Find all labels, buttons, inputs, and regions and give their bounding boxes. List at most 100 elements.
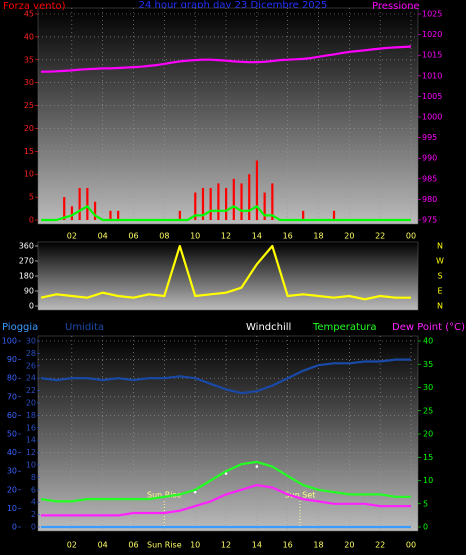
bar (178, 210, 181, 220)
y-tick-label: 40 (24, 32, 34, 41)
y-tick-label: 70 (7, 392, 17, 401)
y-tick-label: 10 (26, 461, 36, 470)
bar (70, 206, 74, 220)
y-tick-label: 975 (422, 216, 437, 225)
y-tick-label: 6 (31, 485, 36, 494)
x-tick-label: 00 (406, 541, 416, 550)
y-tick-label: 40 (7, 448, 17, 457)
bar (63, 197, 66, 220)
y-tick-label: 1005 (422, 92, 442, 101)
bar (117, 210, 120, 220)
x-tick-label: 00 (406, 232, 416, 241)
y-tick-label: 30 (26, 337, 36, 346)
y-tick-label: 20 (26, 399, 36, 408)
x-tick-label: 10 (190, 232, 200, 241)
y-tick-label: 16 (26, 423, 36, 432)
x-tick-label: 22 (375, 232, 385, 241)
legend-label: Dew Point (°C) (392, 322, 465, 333)
y-tick-label: 50 (7, 430, 17, 439)
series-line (41, 205, 411, 222)
legend-label: Pioggia (2, 322, 38, 333)
y-tick-label: 20 (24, 124, 34, 133)
x-tick-label: 20 (344, 232, 354, 241)
y-tick-label: 1020 (422, 30, 442, 39)
y-tick-label: 90 (7, 355, 17, 364)
legend-label: Temperatura (312, 322, 377, 333)
legend-label: Windchill (246, 322, 291, 333)
bar (109, 210, 112, 220)
annotation: Sun Rise (147, 491, 182, 500)
y-tick-label: E (437, 287, 442, 296)
y-tick-label: 980 (422, 195, 437, 204)
series-dot (193, 490, 197, 494)
y-tick-label: 100 (2, 337, 17, 346)
y-tick-label: 270 (19, 257, 34, 266)
x-tick-label: 04 (98, 541, 108, 550)
y-tick-label: 990 (422, 154, 437, 163)
x-tick-label: 02 (67, 541, 77, 550)
y-tick-label: 180 (19, 272, 34, 281)
y-tick-label: 20 (7, 485, 17, 494)
bar (194, 192, 197, 220)
y-tick-label: W (436, 257, 444, 266)
y-tick-label: 5 (423, 499, 428, 508)
y-tick-label: 10 (24, 170, 34, 179)
annotation: Sun Set (285, 491, 316, 500)
y-tick-label: 35 (24, 55, 34, 64)
y-tick-label: 30 (24, 78, 34, 87)
y-tick-label: 0 (31, 523, 36, 532)
y-tick-label: 1010 (422, 71, 442, 80)
bar (240, 183, 243, 220)
bar (232, 178, 235, 220)
bar (209, 187, 212, 220)
x-tick-label: 06 (128, 541, 138, 550)
x-tick-label: 18 (313, 541, 323, 550)
y-tick-label: 0 (12, 523, 17, 532)
chart-title: 24 hour graph day 23 Dicembre 2025 (139, 0, 328, 11)
y-tick-label: 10 (423, 476, 433, 485)
bar (263, 192, 266, 220)
x-tick-label: 12 (221, 232, 231, 241)
bar (217, 183, 220, 220)
y-tick-label: 26 (26, 361, 36, 370)
series-line (41, 484, 411, 517)
y-tick-label: 0 (423, 523, 428, 532)
y-tick-label: 8 (31, 473, 36, 482)
x-tick-label: 14 (252, 232, 262, 241)
plot-background (37, 335, 419, 532)
series-dot (255, 465, 259, 468)
bar (248, 174, 251, 220)
x-tick-label: Sun Rise (147, 541, 182, 550)
y-tick-label: 1015 (422, 51, 442, 60)
y-tick-label: 60 (7, 411, 17, 420)
y-tick-label: 45 (24, 10, 34, 19)
y-tick-label: 14 (26, 436, 36, 445)
x-tick-label: 14 (252, 541, 262, 550)
y-tick-label: 90 (24, 287, 34, 296)
legend-label: Forza vento) (3, 1, 66, 12)
x-tick-label: 16 (283, 541, 293, 550)
y-tick-label: 80 (7, 374, 17, 383)
y-tick-label: 4 (31, 498, 36, 507)
y-tick-label: 0 (29, 216, 34, 225)
y-tick-label: N (437, 302, 443, 311)
series-line (40, 244, 411, 301)
y-tick-label: N (437, 242, 443, 251)
x-tick-label: 10 (190, 541, 200, 550)
y-tick-label: 18 (26, 411, 36, 420)
y-tick-label: 24 (26, 374, 36, 383)
x-tick-label: 02 (67, 232, 77, 241)
y-tick-label: 25 (423, 406, 433, 415)
x-tick-label: 04 (98, 232, 108, 241)
bar (93, 201, 97, 220)
y-tick-label: 985 (422, 174, 437, 183)
y-tick-label: 2 (31, 510, 36, 519)
series-line (40, 460, 411, 503)
x-tick-label: 18 (313, 232, 323, 241)
y-tick-label: 12 (26, 448, 36, 457)
y-tick-label: 30 (423, 383, 433, 392)
y-tick-label: 15 (423, 453, 433, 462)
y-tick-label: 360 (19, 242, 34, 251)
y-tick-label: 0 (29, 302, 34, 311)
